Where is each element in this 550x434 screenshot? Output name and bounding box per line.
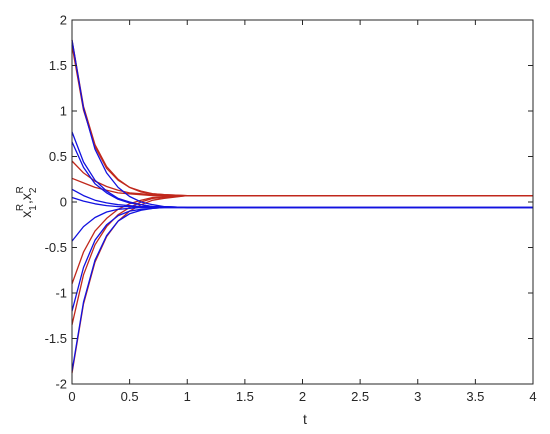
y-axis-label: x1R,x2R (15, 186, 39, 217)
x-axis-label: t (303, 411, 307, 427)
y-tick-label: 1 (60, 104, 67, 119)
y-axis-label-sub2: 2 (28, 187, 39, 193)
series-line-red-5 (71, 194, 533, 285)
y-tick-label: -0.5 (45, 240, 67, 255)
x-tick-label: 0.5 (121, 389, 139, 404)
x-tick-label: 3 (414, 389, 421, 404)
y-tick-label: -1 (55, 286, 67, 301)
y-axis-label-sup2: R (15, 186, 26, 193)
x-tick-label: 2.5 (351, 389, 369, 404)
svg-text:x1R,x2R: x1R,x2R (15, 186, 39, 217)
x-tick-label: 1.5 (236, 389, 254, 404)
x-tick-label: 2 (299, 389, 306, 404)
y-tick-label: 0.5 (49, 149, 67, 164)
x-tick-label: 3.5 (466, 389, 484, 404)
y-axis-label-sup1: R (15, 204, 26, 211)
y-tick-label: -2 (55, 377, 67, 392)
series-line-blue-15 (71, 206, 533, 372)
y-axis-label-sub1: 1 (28, 205, 39, 211)
x-tick-label: 1 (184, 389, 191, 404)
y-tick-label: 2 (60, 13, 67, 28)
y-tick-label: -1.5 (45, 331, 67, 346)
y-axis-label-var1: x (18, 211, 34, 218)
y-tick-label: 0 (60, 195, 67, 210)
y-tick-label: 1.5 (49, 58, 67, 73)
y-axis-label-var2: x (18, 193, 34, 200)
x-tick-label: 4 (529, 389, 536, 404)
x-tick-label: 0 (68, 389, 75, 404)
y-axis-label-comma: , (18, 200, 34, 204)
